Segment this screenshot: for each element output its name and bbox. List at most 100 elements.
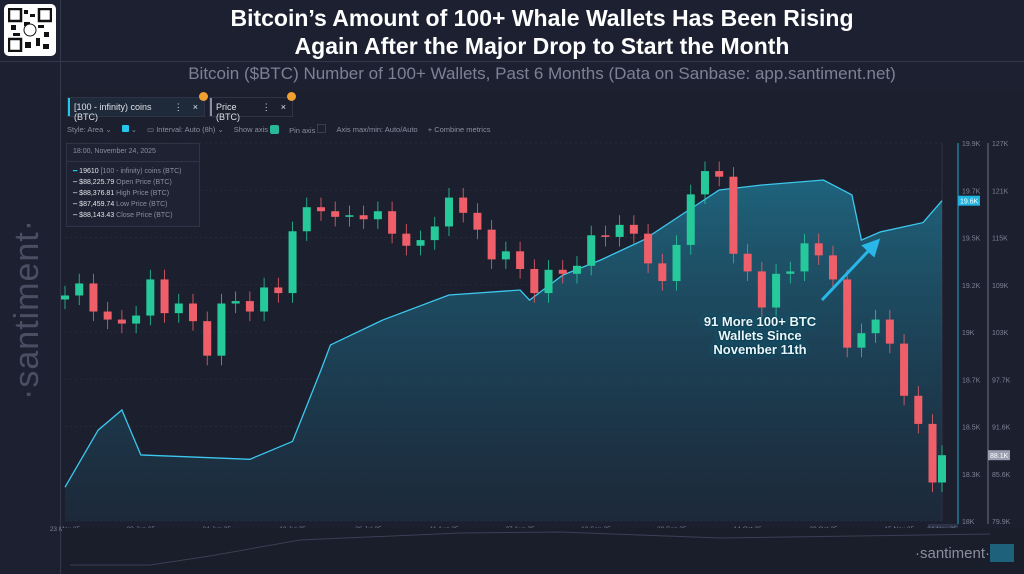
price-candle [203,321,212,356]
side-divider [60,0,61,574]
price-candle [686,194,695,245]
price-candle [402,233,411,246]
left-axis-tick: 19.7K [962,188,981,195]
price-candle [814,243,823,256]
price-candle [416,240,425,246]
right-axis-tick: 85.6K [992,472,1011,479]
price-candle [132,315,141,324]
legend-row: ━ 19610 [100 - infinity) coins (BTC) [73,167,182,175]
price-candle [729,176,738,254]
price-candle [160,279,169,314]
title-line-2: Again After the Major Drop to Start the … [294,33,790,59]
right-axis-tick: 97.7K [992,377,1011,384]
price-candle [672,244,681,282]
price-candle [871,319,880,334]
left-axis-tick: 18K [962,519,975,526]
calendar-icon: ▭ [147,125,155,134]
price-candle [772,273,781,308]
right-axis-tick: 91.6K [992,425,1011,432]
navigator-handle[interactable] [990,544,1014,562]
left-axis-tick: 18.5K [962,425,981,432]
pin-axis-toggle[interactable]: Pin axis [289,124,327,135]
price-candle [700,171,709,195]
color-picker[interactable]: ⌄ [121,125,137,134]
price-candle [487,229,496,260]
close-icon[interactable]: × [280,102,286,112]
close-icon[interactable]: × [192,102,198,112]
tab-label: Price (BTC) [216,102,240,122]
price-candle [345,215,354,217]
price-candle [288,231,297,294]
interval-dropdown[interactable]: ▭ Interval: Auto (8h) ⌄ [147,125,224,134]
price-candle [331,211,340,217]
qr-code [4,4,56,56]
tab-whale-wallets[interactable]: [100 - infinity) coins (BTC) ⋮ × [67,92,208,122]
price-candle [117,319,126,324]
price-candle [302,207,311,232]
price-candle [644,233,653,264]
qr-code-icon [7,7,53,53]
title-line-1: Bitcoin’s Amount of 100+ Whale Wallets H… [230,5,854,31]
price-candle [843,279,852,348]
price-candle [828,255,837,280]
price-candle [587,235,596,266]
left-axis-tick: 19.9K [962,141,981,148]
price-candle [217,303,226,356]
price-candle [359,215,368,220]
price-candle [61,295,69,300]
toolbar: Style: Area ⌄ ⌄ ▭ Interval: Auto (8h) ⌄ … [67,124,490,135]
tab-price[interactable]: Price (BTC) ⋮ × [209,92,296,122]
price-candle [615,224,624,237]
price-candle [544,269,553,294]
price-candle [444,197,453,227]
style-dropdown[interactable]: Style: Area ⌄ [67,125,112,134]
legend-timestamp: 18:00, November 24, 2025 [67,144,199,162]
price-current-value: 88.1K [990,453,1009,460]
price-candle [928,423,937,483]
legend-row: ━ $88,376.81 High Price (BTC) [73,189,170,197]
price-candle [786,271,795,274]
price-candle [430,226,439,241]
price-candle [174,303,183,314]
checkbox-checked-icon[interactable] [270,125,280,135]
more-icon[interactable]: ⋮ [261,102,271,112]
price-candle [89,283,98,312]
legend-row: ━ $88,143.43 Close Price (BTC) [73,211,173,219]
whale-current-badge [958,195,980,206]
right-axis-tick: 127K [992,141,1009,148]
price-candle [388,211,397,234]
legend-row: ━ $88,225.79 Open Price (BTC) [73,178,172,186]
whale-wallets-area [65,180,942,521]
price-candle [530,269,539,294]
navigator [62,528,1024,574]
header-divider [0,61,1024,62]
right-axis-tick: 121K [992,188,1009,195]
axis-maxmin-dropdown[interactable]: Axis max/min: Auto/Auto [336,125,418,134]
combine-metrics-button[interactable]: + Combine metrics [427,125,491,134]
price-candle [601,235,610,237]
price-candle [757,271,766,308]
price-candle [658,263,667,282]
tab-label: [100 - infinity) coins (BTC) [74,102,152,122]
whale-current-value: 19.6K [960,199,979,206]
price-candle [75,283,84,296]
annotation-arrow [820,238,881,302]
price-candle [231,301,240,304]
left-axis-tick: 18.7K [962,377,981,384]
price-current-badge [988,450,1010,461]
bitcoin-icon [287,92,296,101]
price-candle [501,251,510,260]
price-candle [146,279,155,316]
price-candle [885,319,894,344]
left-axis-tick: 18.3K [962,472,981,479]
show-axis-toggle[interactable]: Show axis [234,125,280,135]
footer-logo: ·santiment· [915,545,991,562]
price-candle [316,207,325,212]
price-candle [857,333,866,348]
tooltip-legend: 18:00, November 24, 2025 ━ 19610 [100 - … [66,143,200,227]
price-candle [516,251,525,269]
price-candle [743,253,752,272]
more-icon[interactable]: ⋮ [173,102,183,112]
price-candle [103,311,112,320]
